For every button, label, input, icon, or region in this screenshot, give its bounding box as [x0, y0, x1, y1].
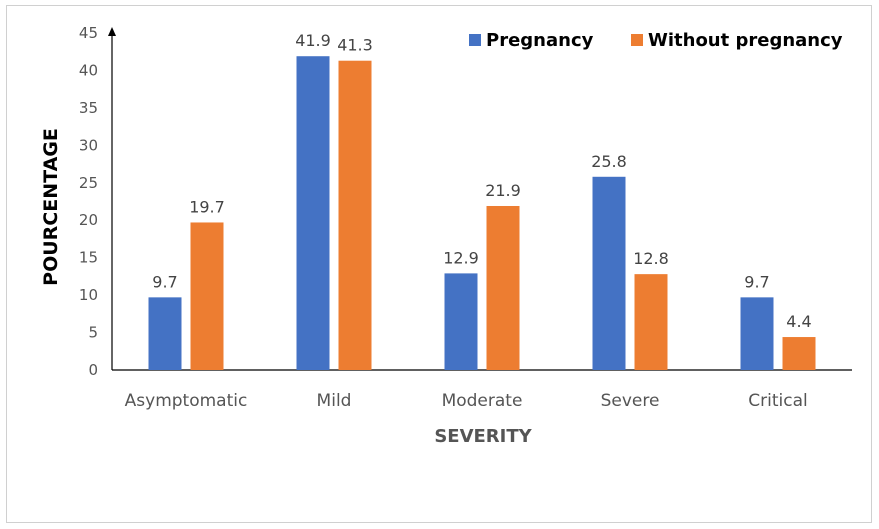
x-tick-label: Mild — [317, 391, 352, 411]
data-label: 25.8 — [591, 152, 627, 171]
bar — [486, 205, 520, 370]
data-label: 41.3 — [337, 36, 373, 55]
bar-chart: POURCENTAGE SEVERITY 0 5 10 15 20 25 30 35 40 45 A… — [40, 24, 852, 447]
bar — [338, 60, 372, 370]
data-label: 4.4 — [786, 312, 811, 331]
data-label: 12.9 — [443, 248, 479, 267]
data-label: 41.9 — [295, 31, 331, 50]
y-axis-arrow — [108, 27, 116, 36]
y-axis-title: POURCENTAGE — [40, 128, 62, 286]
legend-label: Without pregnancy — [648, 30, 843, 51]
bar — [296, 56, 330, 371]
chart-frame: POURCENTAGE SEVERITY 0 5 10 15 20 25 30 35 40 45 A… — [6, 5, 872, 523]
y-tick-label: 40 — [79, 61, 98, 79]
bar — [190, 222, 224, 370]
y-tick-label: 10 — [79, 286, 98, 304]
y-tick-label: 15 — [79, 249, 98, 267]
bar — [148, 297, 182, 370]
data-label: 21.9 — [485, 181, 521, 200]
y-tick-label: 45 — [79, 24, 98, 42]
data-label: 19.7 — [189, 197, 225, 216]
bar — [444, 273, 478, 370]
y-tick-label: 35 — [79, 99, 98, 117]
y-tick-label: 0 — [88, 361, 98, 379]
data-label: 12.8 — [633, 249, 669, 268]
bar — [634, 274, 668, 370]
legend: Pregnancy Without pregnancy — [469, 30, 843, 51]
x-tick-label: Asymptomatic — [125, 391, 248, 411]
x-tick-label: Critical — [748, 391, 807, 411]
legend-label: Pregnancy — [486, 30, 594, 51]
bar — [782, 337, 816, 370]
y-tick-label: 20 — [79, 211, 98, 229]
y-tick-label: 5 — [88, 324, 98, 342]
x-tick-label: Moderate — [442, 391, 523, 411]
y-tick-label: 30 — [79, 136, 98, 154]
x-axis-title: SEVERITY — [434, 426, 532, 447]
data-label: 9.7 — [744, 272, 769, 291]
legend-swatch — [469, 34, 481, 46]
bar — [740, 297, 774, 370]
y-tick-label: 25 — [79, 174, 98, 192]
x-tick-label: Severe — [601, 391, 660, 411]
data-label: 9.7 — [152, 272, 177, 291]
bar — [592, 176, 626, 370]
legend-swatch — [631, 34, 643, 46]
